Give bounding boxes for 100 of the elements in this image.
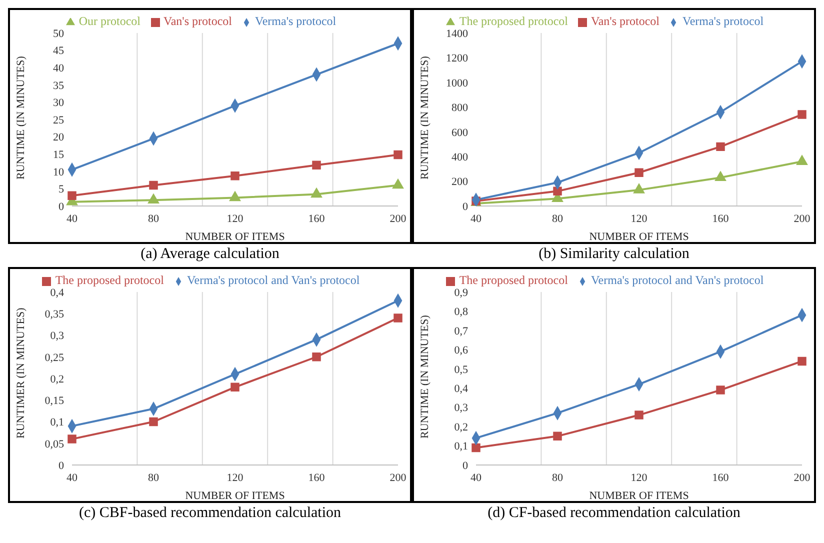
x-tick-label: 80 xyxy=(552,472,564,484)
y-tick-label: 0,25 xyxy=(44,352,64,364)
y-tick-label: 0,5 xyxy=(454,364,468,376)
y-tick-label: 25 xyxy=(53,114,64,126)
x-axis-title: NUMBER OF ITEMS xyxy=(185,231,285,243)
point xyxy=(394,150,402,160)
y-axis-title: RUNTIME (IN MINUTES) xyxy=(418,56,431,180)
point xyxy=(796,155,808,165)
text: (c) CBF-based recommendation calculation xyxy=(79,505,341,522)
y-tick-label: 0,1 xyxy=(50,416,64,429)
y-tick-label: 0,35 xyxy=(44,308,64,321)
x-tick-label: 200 xyxy=(794,472,811,484)
y-tick-label: 0,9 xyxy=(454,286,468,299)
x-tick-label: 40 xyxy=(66,212,78,225)
text: (d) CF-based recommendation calculation xyxy=(488,505,740,522)
point xyxy=(716,386,725,394)
x-axis-title: NUMBER OF ITEMS xyxy=(185,490,285,502)
y-axis-title: RUNTIME (IN MINUTES) xyxy=(418,314,431,438)
x-tick-label: 40 xyxy=(66,472,78,484)
y-tick-label: 600 xyxy=(452,126,468,139)
y-tick-label: 0 xyxy=(462,460,468,472)
y-tick-label: 400 xyxy=(452,151,468,164)
y-tick-label: 50 xyxy=(53,28,64,40)
legend-label: Van's protocol xyxy=(591,14,660,28)
x-tick-label: 160 xyxy=(308,212,326,225)
legend-label: The proposed protocol xyxy=(459,14,568,28)
legend-label: Verma's protocol xyxy=(255,14,336,28)
x-tick-label: 40 xyxy=(470,472,482,484)
point xyxy=(68,434,76,444)
y-tick-label: 0 xyxy=(58,200,64,213)
y-tick-label: 5 xyxy=(58,184,64,196)
point xyxy=(392,178,404,189)
y-tick-label: 15 xyxy=(53,149,64,162)
x-tick-label: 160 xyxy=(308,472,326,484)
y-tick-label: 10 xyxy=(53,166,64,178)
x-tick-label: 120 xyxy=(630,472,648,484)
y-tick-label: 45 xyxy=(53,45,64,58)
y-tick-label: 0,6 xyxy=(454,344,468,357)
x-tick-label: 120 xyxy=(226,472,244,484)
point xyxy=(634,168,644,178)
point xyxy=(553,432,562,441)
point xyxy=(716,142,725,152)
y-tick-label: 200 xyxy=(452,176,468,188)
y-tick-label: 20 xyxy=(53,132,64,144)
x-tick-label: 200 xyxy=(390,212,407,225)
y-tick-label: 40 xyxy=(53,62,64,75)
point xyxy=(798,356,806,366)
point xyxy=(633,184,645,194)
point xyxy=(68,191,76,200)
x-tick-label: 200 xyxy=(794,212,811,225)
point xyxy=(472,443,480,452)
x-tick-label: 80 xyxy=(552,212,564,225)
x-axis-title: NUMBER OF ITEMS xyxy=(589,490,689,502)
y-tick-label: 0,4 xyxy=(454,383,468,396)
point xyxy=(312,352,321,362)
y-tick-label: 0,8 xyxy=(454,306,468,318)
point xyxy=(798,110,806,119)
x-tick-label: 120 xyxy=(630,212,648,225)
point xyxy=(149,417,158,426)
x-tick-label: 120 xyxy=(226,212,244,225)
y-tick-label: 0,05 xyxy=(44,438,64,450)
y-tick-label: 35 xyxy=(53,80,64,92)
point xyxy=(714,171,726,182)
y-tick-label: 1000 xyxy=(446,77,468,90)
y-tick-label: 0,15 xyxy=(44,395,64,408)
y-tick-label: 800 xyxy=(452,102,468,114)
x-tick-label: 200 xyxy=(390,472,407,484)
point xyxy=(310,188,322,198)
legend-label: The proposed protocol xyxy=(459,273,568,287)
legend-label: The proposed protocol xyxy=(55,273,164,287)
y-tick-label: 0,3 xyxy=(454,402,468,414)
legend-label: Verma's protocol xyxy=(682,14,764,28)
y-tick-label: 30 xyxy=(53,97,64,110)
y-tick-label: 0 xyxy=(462,200,468,213)
y-axis-title: RUNTIME (IN MINUTES) xyxy=(14,56,27,180)
legend-label: Verma's protocol and Van's protocol xyxy=(186,273,360,287)
point xyxy=(229,191,241,202)
y-tick-label: 1200 xyxy=(446,52,468,65)
y-axis-title: RUNTIMER (IN MINUTES) xyxy=(14,307,27,438)
y-tick-label: 0,2 xyxy=(50,373,64,386)
legend-label: Verma's protocol and Van's protocol xyxy=(590,273,764,287)
y-tick-label: 0,2 xyxy=(454,421,468,434)
x-tick-label: 160 xyxy=(712,212,730,225)
point xyxy=(312,160,321,170)
text: (b) Similarity calculation xyxy=(538,246,690,263)
x-axis-title: NUMBER OF ITEMS xyxy=(589,231,689,243)
y-tick-label: 0,4 xyxy=(50,286,64,299)
point xyxy=(149,180,158,190)
x-tick-label: 40 xyxy=(470,212,482,225)
point xyxy=(634,410,644,420)
x-tick-label: 80 xyxy=(148,472,160,484)
y-tick-label: 0,1 xyxy=(454,440,468,453)
y-tick-label: 0 xyxy=(58,460,64,472)
point xyxy=(230,172,240,180)
point xyxy=(553,186,562,196)
text: (a) Average calculation xyxy=(140,246,280,263)
x-tick-label: 160 xyxy=(712,472,730,484)
legend-label: Van's protocol xyxy=(164,14,232,28)
legend-label: Our protocol xyxy=(78,14,141,28)
y-tick-label: 1400 xyxy=(446,28,468,40)
